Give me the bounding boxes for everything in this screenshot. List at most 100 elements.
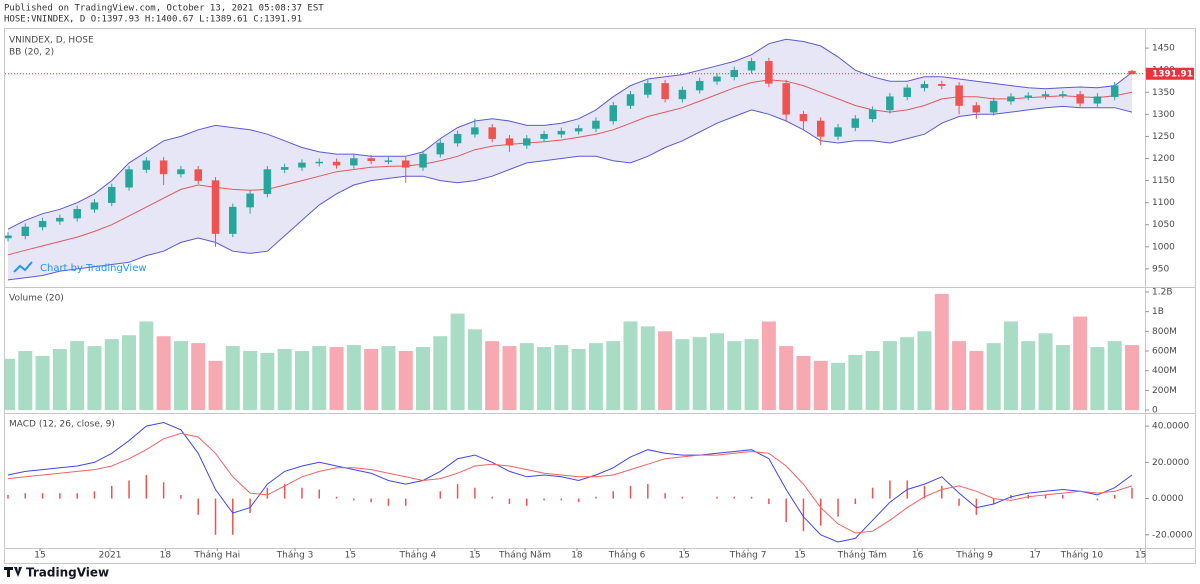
candle-body: [350, 158, 358, 166]
volume-bar: [87, 346, 102, 411]
y-tick-label: 200M: [1152, 386, 1177, 396]
volume-bar: [900, 337, 915, 411]
volume-bar: [658, 331, 673, 411]
candle-body: [903, 87, 911, 97]
candle-body: [1076, 94, 1084, 104]
volume-bar: [554, 345, 569, 411]
volume-bar: [364, 349, 379, 411]
volume-bar: [329, 347, 344, 411]
candle-body: [920, 84, 929, 89]
watermark-icon: [13, 261, 33, 273]
volume-bar: [346, 345, 361, 411]
volume-bar: [865, 350, 880, 411]
candle-body: [1059, 94, 1067, 96]
volume-bar: [675, 339, 690, 411]
candle-body: [211, 180, 220, 234]
volume-bar: [623, 321, 638, 411]
candle-body: [280, 167, 289, 170]
volume-bar: [779, 346, 794, 411]
y-tick-label: 950: [1152, 264, 1169, 274]
volume-bar: [450, 313, 465, 411]
candle-body: [453, 133, 462, 144]
y-tick-label: 1000: [1152, 242, 1175, 252]
candle-body: [419, 153, 427, 168]
volume-bar: [761, 321, 776, 411]
y-tick-label: 1.2B: [1152, 287, 1173, 297]
y-tick-label: 800M: [1152, 327, 1177, 337]
watermark-text: Chart by TradingView: [40, 263, 147, 274]
volume-bar: [571, 349, 586, 411]
volume-bar: [692, 337, 707, 411]
candle-body: [765, 61, 773, 84]
candle-body: [816, 120, 825, 137]
volume-bar: [606, 341, 621, 411]
pane: [7, 421, 1133, 543]
volume-bar: [467, 329, 482, 411]
volume-bar: [398, 350, 413, 411]
candle-body: [713, 76, 721, 82]
volume-bar: [1073, 316, 1088, 411]
pane-title: Volume (20): [9, 294, 64, 304]
y-tick-label: 1350: [1152, 88, 1175, 98]
watermark: Chart by TradingView: [13, 261, 147, 274]
candle-body: [678, 89, 687, 100]
pane-title: VNINDEX, D, HOSE: [9, 36, 94, 46]
candle-body: [367, 158, 375, 161]
volume-bar: [1090, 347, 1105, 411]
candle-body: [644, 83, 652, 95]
volume-bar: [52, 349, 67, 411]
candle-body: [401, 160, 410, 168]
candle-body: [1093, 96, 1102, 104]
volume-bar: [934, 293, 949, 411]
candle-body: [488, 127, 496, 139]
volume-bar: [848, 354, 863, 411]
logo-icon: [4, 567, 22, 577]
candle-body: [626, 94, 635, 106]
candle-body: [523, 138, 531, 146]
candle-body: [1041, 94, 1050, 97]
volume-bar: [831, 362, 846, 411]
candle-body: [159, 160, 168, 175]
candle-body: [229, 206, 237, 234]
candle-body: [332, 161, 341, 166]
candle-body: [886, 96, 894, 111]
candle-body: [1128, 70, 1136, 75]
candle-body: [557, 130, 566, 135]
candle-body: [194, 169, 202, 181]
candle-body: [384, 160, 393, 162]
volume-bar: [727, 341, 742, 411]
candle-body: [747, 61, 756, 71]
candle-body: [298, 162, 306, 168]
band-middle: [7, 79, 1133, 256]
x-tick-label: Tháng 9: [955, 551, 993, 561]
candle-body: [56, 217, 64, 222]
volume-bar: [502, 346, 517, 411]
volume-bar: [122, 335, 137, 411]
y-tick-label: 1150: [1152, 176, 1175, 186]
y-tick-label: -20.0000: [1152, 530, 1193, 540]
volume-bar: [709, 333, 724, 411]
x-tick-label: Tháng Tám: [837, 551, 887, 561]
candle-body: [955, 85, 963, 106]
footer-logo: TradingView: [4, 566, 109, 580]
indicator-label: BB (20, 2): [9, 48, 54, 58]
volume-bar: [1003, 321, 1018, 411]
volume-bar: [744, 339, 759, 411]
candle-body: [177, 169, 185, 175]
candle-body: [540, 133, 548, 139]
y-tick-label: 0: [1152, 406, 1158, 416]
volume-bar: [381, 346, 396, 411]
volume-bar: [277, 349, 292, 411]
candle-body: [782, 83, 790, 115]
candle-body: [834, 127, 842, 137]
candle-body: [108, 186, 116, 203]
band-upper: [7, 38, 1133, 230]
candle-body: [436, 142, 445, 155]
volume-bar: [1038, 333, 1053, 411]
volume-bar: [433, 336, 448, 411]
pane: [5, 293, 1139, 411]
volume-bar: [588, 343, 603, 411]
x-tick-label: 18: [160, 551, 172, 561]
volume-bar: [208, 360, 223, 411]
